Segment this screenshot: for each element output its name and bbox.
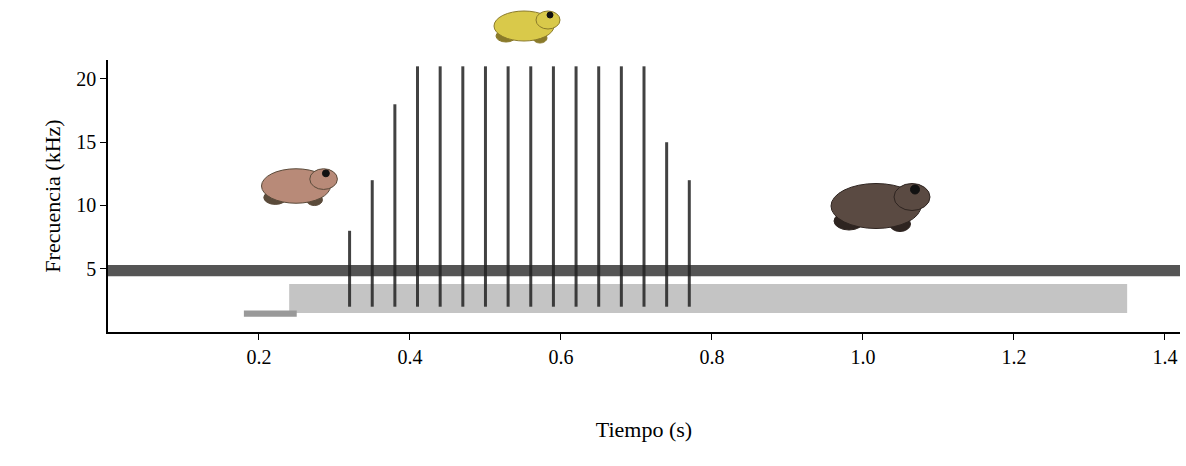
svg-text:1.4: 1.4 (1152, 346, 1177, 368)
svg-text:0.6: 0.6 (548, 346, 573, 368)
svg-text:0.2: 0.2 (246, 346, 271, 368)
svg-text:0.8: 0.8 (699, 346, 724, 368)
svg-text:1.0: 1.0 (850, 346, 875, 368)
svg-text:5: 5 (86, 258, 96, 280)
svg-text:15: 15 (76, 131, 96, 153)
svg-text:0.4: 0.4 (397, 346, 422, 368)
svg-text:Frecuencia (kHz): Frecuencia (kHz) (40, 119, 65, 272)
svg-text:Tiempo (s): Tiempo (s) (596, 417, 692, 442)
svg-text:20: 20 (76, 68, 96, 90)
svg-text:10: 10 (76, 194, 96, 216)
svg-text:1.2: 1.2 (1001, 346, 1026, 368)
